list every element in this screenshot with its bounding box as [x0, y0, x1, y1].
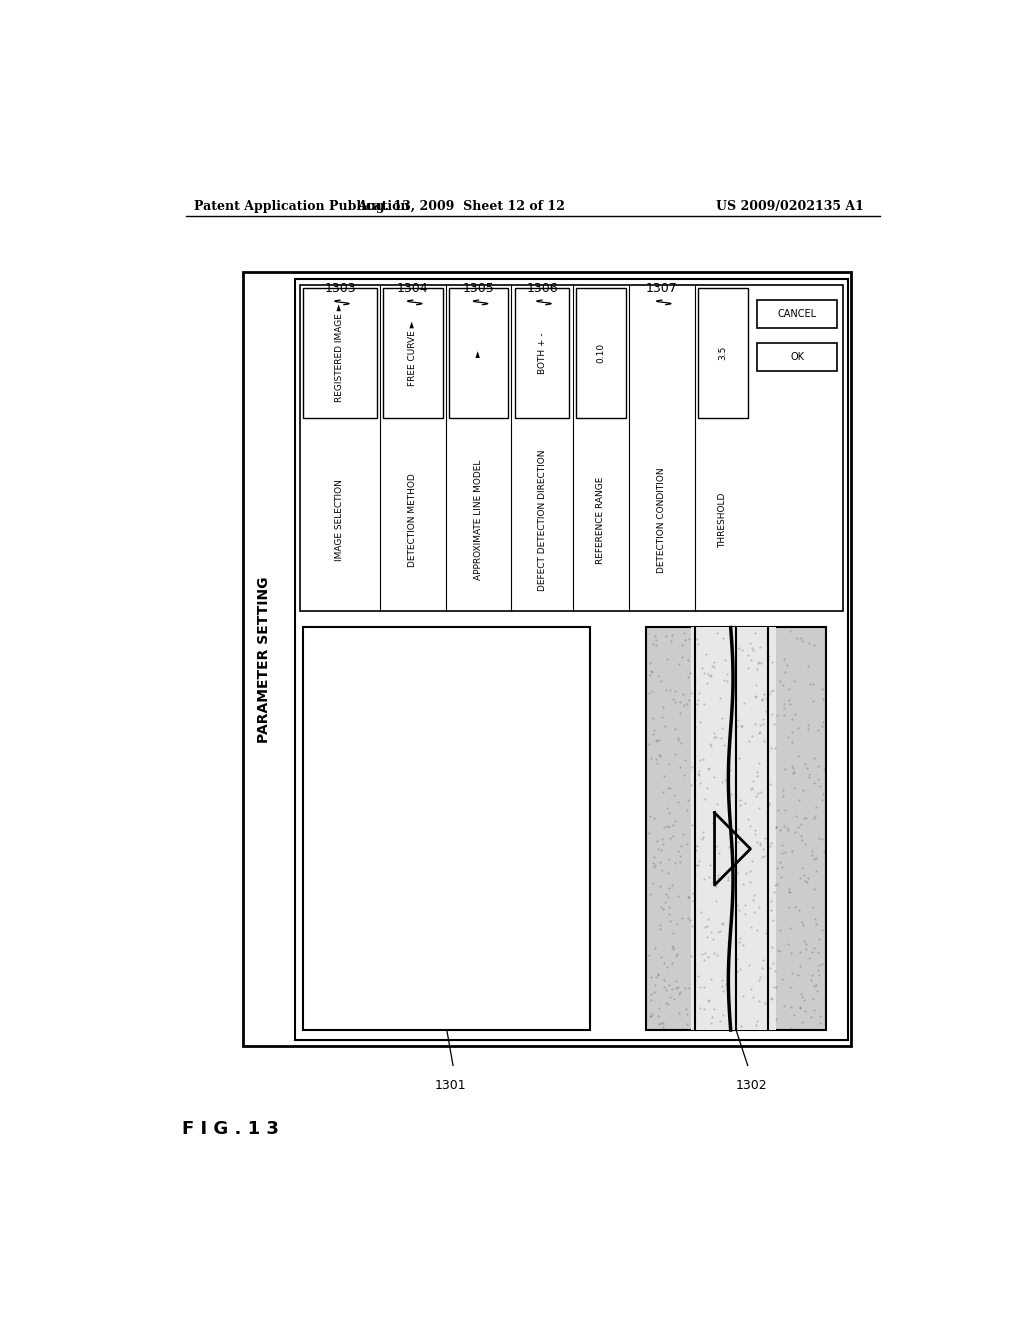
Text: DETECTION CONDITION: DETECTION CONDITION	[657, 467, 667, 573]
Text: 3.5: 3.5	[719, 346, 727, 360]
Text: F I G . 1 3: F I G . 1 3	[182, 1119, 280, 1138]
Bar	[691, 627, 775, 1030]
Text: APPROXIMATE LINE MODEL: APPROXIMATE LINE MODEL	[474, 459, 483, 579]
Text: OK: OK	[791, 352, 804, 362]
Text: 1305: 1305	[463, 282, 495, 296]
Text: 1302: 1302	[736, 1080, 767, 1093]
Text: Aug. 13, 2009  Sheet 12 of 12: Aug. 13, 2009 Sheet 12 of 12	[357, 199, 565, 213]
Bar	[303, 627, 591, 1030]
Bar	[697, 288, 748, 418]
Bar	[575, 288, 626, 418]
Text: THRESHOLD: THRESHOLD	[719, 492, 727, 548]
Bar	[646, 627, 826, 1030]
Bar	[383, 288, 442, 418]
Text: DEFECT DETECTION DIRECTION: DEFECT DETECTION DIRECTION	[538, 449, 547, 590]
Text: FREE CURVE ►: FREE CURVE ►	[409, 321, 418, 385]
Bar	[303, 288, 377, 418]
Text: ►: ►	[474, 350, 483, 356]
Text: DETECTION METHOD: DETECTION METHOD	[409, 473, 418, 566]
Text: CANCEL: CANCEL	[777, 309, 817, 319]
Text: US 2009/0202135 A1: US 2009/0202135 A1	[717, 199, 864, 213]
Text: 1301: 1301	[435, 1080, 467, 1093]
Text: 1306: 1306	[526, 282, 558, 296]
Bar	[449, 288, 508, 418]
Bar	[515, 288, 569, 418]
Bar	[758, 300, 838, 327]
Text: PARAMETER SETTING: PARAMETER SETTING	[257, 576, 271, 743]
Text: REFERENCE RANGE: REFERENCE RANGE	[596, 477, 605, 564]
Text: IMAGE SELECTION: IMAGE SELECTION	[336, 479, 344, 561]
Bar	[758, 343, 838, 371]
Bar	[300, 285, 844, 611]
Text: 1303: 1303	[325, 282, 355, 296]
Text: 1304: 1304	[397, 282, 429, 296]
Text: 0.10: 0.10	[596, 343, 605, 363]
Text: Patent Application Publication: Patent Application Publication	[194, 199, 410, 213]
Text: BOTH + -: BOTH + -	[538, 333, 547, 374]
Text: 1307: 1307	[646, 282, 678, 296]
Text: REGISTERED IMAGE ►: REGISTERED IMAGE ►	[336, 304, 344, 403]
Bar	[295, 279, 848, 1040]
Bar	[243, 272, 851, 1047]
